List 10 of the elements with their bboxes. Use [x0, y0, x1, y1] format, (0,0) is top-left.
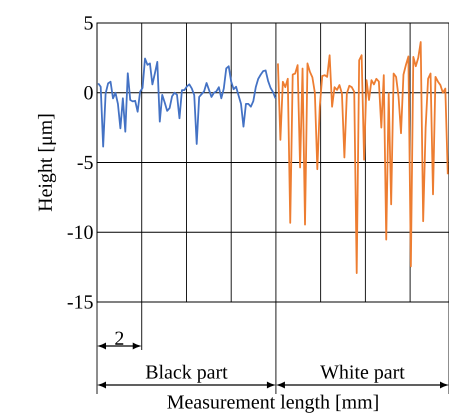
- text: Black part: [146, 364, 228, 383]
- y-tick-label: 0: [84, 86, 93, 100]
- text: White part: [320, 364, 405, 383]
- y-axis-title: Height [μm]: [38, 114, 56, 212]
- text: 2: [115, 332, 124, 345]
- x-axis-title: Measurement length [mm]: [167, 394, 378, 413]
- y-tick-label: -5: [78, 156, 93, 170]
- y-tick-label: -10: [68, 226, 93, 239]
- y-tick-label: -15: [68, 295, 93, 309]
- y-tick-label: 5: [84, 16, 93, 30]
